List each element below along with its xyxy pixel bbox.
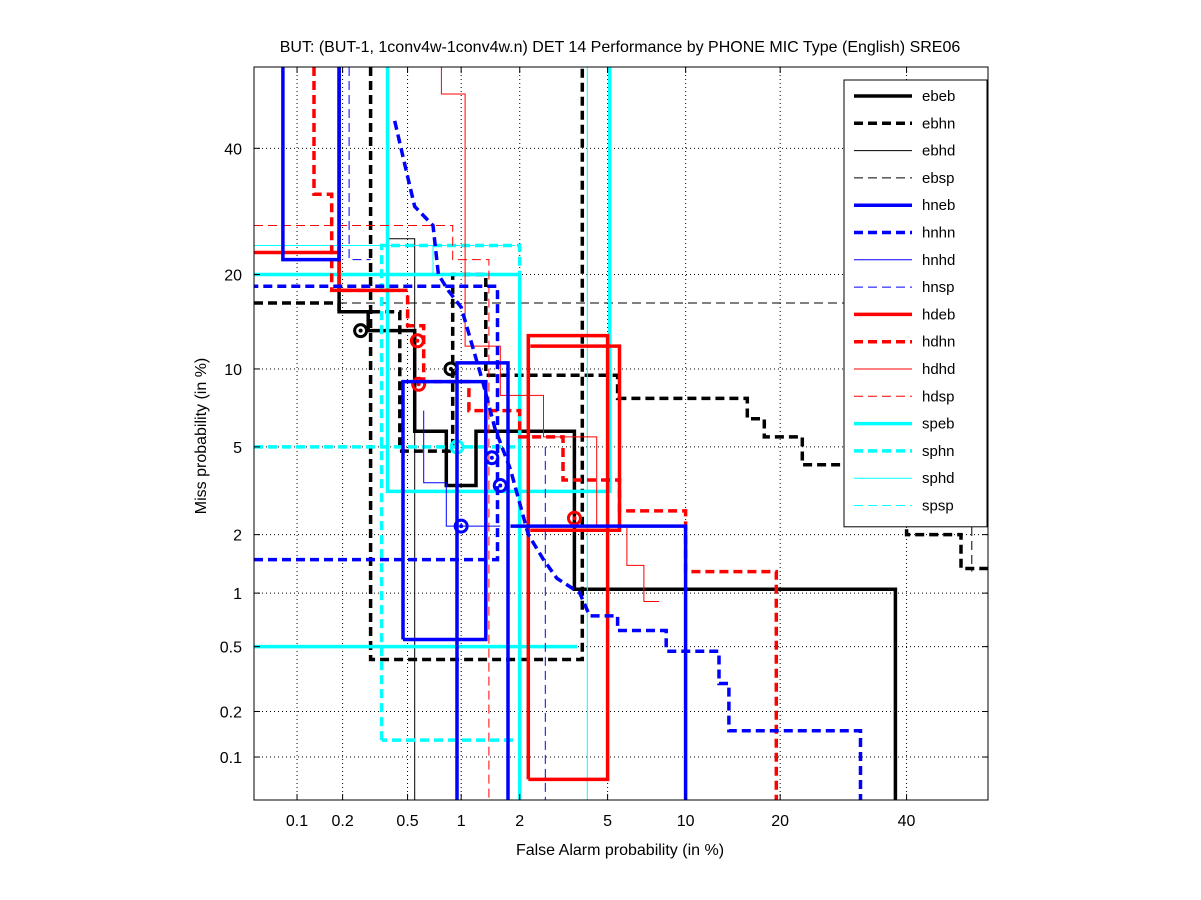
legend-box	[843, 79, 988, 528]
min-dcf-marker-hneb	[484, 450, 500, 466]
legend-label: ebeb	[922, 88, 955, 105]
axes-frame	[253, 66, 989, 801]
legend-item-sphn: sphn	[854, 443, 955, 460]
series-line-hdeb	[530, 344, 622, 533]
min-dcf-marker-dot-hdsp	[572, 516, 577, 521]
series-line-sphd	[254, 245, 434, 275]
series-line-hneb	[510, 524, 688, 800]
series-line-hdhd	[440, 67, 660, 602]
x-tick-label: 0.2	[331, 813, 353, 830]
y-tick-label: 0.1	[220, 750, 242, 767]
series-line-sphn	[379, 243, 522, 742]
legend-label: ebhd	[922, 143, 955, 160]
x-tick-label: 40	[898, 813, 916, 830]
legend: ebeb ebhn ebhd ebsp hneb hnhn hnhd hnsp hdeb hdhn…	[843, 79, 988, 528]
legend-item-hnhd: hnhd	[854, 252, 955, 269]
legend-label: hnsp	[922, 279, 955, 296]
x-tick-label: 20	[771, 813, 789, 830]
series-line-hnhn	[392, 120, 863, 800]
legend-item-hnhn: hnhn	[854, 225, 955, 242]
min-dcf-marker-hnhd	[453, 518, 469, 534]
legend-item-ebeb: ebeb	[854, 88, 955, 105]
legend-item-hdsp: hdsp	[854, 388, 955, 405]
min-dcf-marker-dot-ebhn	[448, 366, 453, 371]
series-line-hdeb	[526, 333, 610, 782]
legend-label: sphd	[922, 470, 955, 487]
min-dcf-marker-dot-hdeb	[415, 338, 420, 343]
legend-label: hnhd	[922, 252, 955, 269]
series-line-hdeb	[254, 250, 400, 293]
chart-title: BUT: (BUT-1, 1conv4w-1conv4w.n) DET 14 P…	[280, 39, 961, 56]
legend-item-hdeb: hdeb	[854, 306, 955, 323]
series-hneb	[281, 67, 688, 800]
legend-label: ebhn	[922, 115, 955, 132]
y-tick-label: 10	[224, 362, 242, 379]
min-dcf-marker-hdhn	[411, 376, 427, 392]
legend-item-hdhn: hdhn	[854, 334, 955, 351]
series-line-ebeb	[337, 67, 898, 800]
legend-label: speb	[922, 416, 955, 433]
y-tick-label: 2	[233, 528, 242, 545]
y-tick-label: 5	[233, 440, 242, 457]
series-line-hnsp	[348, 67, 371, 261]
legend-label: hdeb	[922, 306, 955, 323]
axis-ticks: 0.1 0.2 0.5 1 2 5 10 20 40 0.1 0.2 0.5 1 2 5 10 20 40	[220, 67, 988, 830]
legend-item-hnsp: hnsp	[854, 279, 955, 296]
series-line-hnhd	[423, 410, 501, 527]
series-hdeb	[254, 250, 622, 782]
legend-label: spsp	[922, 498, 954, 515]
legend-item-hdhd: hdhd	[854, 361, 955, 378]
legend-item-ebhn: ebhn	[854, 115, 955, 132]
y-axis-label: Miss probability (in %)	[193, 358, 210, 514]
legend-label: hdhn	[922, 334, 955, 351]
y-tick-label: 1	[233, 586, 242, 603]
min-dcf-marker-dot-hnhn	[498, 483, 503, 488]
y-tick-label: 40	[224, 141, 242, 158]
x-tick-label: 0.1	[286, 813, 308, 830]
legend-item-hneb: hneb	[854, 197, 955, 214]
series-sphd	[254, 67, 588, 800]
x-tick-label: 5	[603, 813, 612, 830]
legend-item-spsp: spsp	[854, 498, 954, 515]
series-hnhd	[423, 410, 501, 534]
series-layer	[254, 67, 988, 800]
x-axis-label: False Alarm probability (in %)	[516, 842, 724, 859]
y-tick-label: 0.5	[220, 640, 242, 657]
legend-item-ebhd: ebhd	[854, 143, 955, 160]
series-ebeb	[337, 67, 898, 800]
min-dcf-marker-hdsp	[566, 510, 582, 526]
series-line-hnhn	[254, 284, 500, 562]
y-tick-label: 0.2	[220, 705, 242, 722]
series-hdhd	[440, 67, 660, 602]
x-tick-label: 10	[677, 813, 695, 830]
series-line-hneb	[281, 67, 341, 262]
min-dcf-marker-dot-ebeb	[358, 328, 363, 333]
legend-item-ebsp: ebsp	[854, 170, 955, 187]
legend-label: hneb	[922, 197, 955, 214]
legend-label: hdsp	[922, 388, 955, 405]
min-dcf-marker-hnhn	[492, 478, 508, 494]
x-tick-label: 1	[457, 813, 466, 830]
legend-item-sphd: sphd	[854, 470, 955, 487]
legend-label: hnhn	[922, 225, 955, 242]
series-line-hneb	[455, 361, 510, 800]
series-sphn	[254, 243, 522, 742]
legend-item-speb: speb	[854, 416, 955, 433]
min-dcf-marker-ebeb	[353, 323, 369, 339]
series-hdsp	[254, 225, 582, 800]
legend-label: hdhd	[922, 361, 955, 378]
series-line-ebhn	[368, 67, 585, 662]
series-hnhn	[254, 120, 863, 800]
min-dcf-marker-dot-hnhd	[459, 524, 464, 529]
legend-label: ebsp	[922, 170, 955, 187]
series-line-hdhn	[312, 67, 779, 800]
x-tick-label: 2	[515, 813, 524, 830]
series-hnsp	[348, 67, 546, 800]
min-dcf-marker-dot-hneb	[489, 455, 494, 460]
x-tick-label: 0.5	[396, 813, 418, 830]
y-tick-label: 20	[224, 268, 242, 285]
legend-label: sphn	[922, 443, 955, 460]
